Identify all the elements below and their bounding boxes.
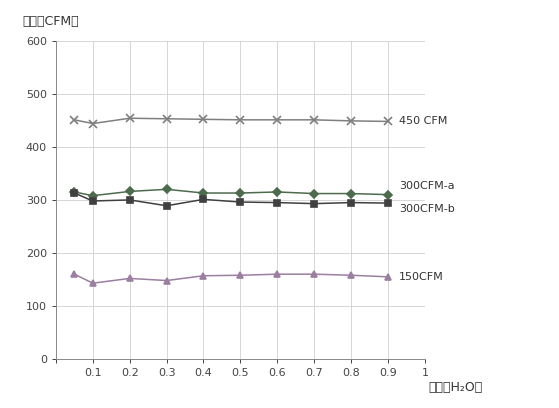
300CFM-b <box>71 191 78 195</box>
300CFM-a <box>348 191 354 196</box>
300CFM-a <box>311 191 318 196</box>
Text: 300CFM-b: 300CFM-b <box>399 204 455 214</box>
Text: 静压（H₂O）: 静压（H₂O） <box>429 381 483 394</box>
150CFM <box>200 273 207 278</box>
300CFM-b <box>348 200 354 205</box>
150CFM <box>89 281 96 286</box>
300CFM-b <box>311 201 318 206</box>
450 CFM <box>311 118 318 122</box>
150CFM <box>237 273 244 278</box>
300CFM-b <box>200 197 207 202</box>
150CFM <box>163 278 170 283</box>
Line: 150CFM: 150CFM <box>71 271 391 287</box>
300CFM-a <box>200 191 207 195</box>
300CFM-b <box>126 197 133 202</box>
Text: 150CFM: 150CFM <box>399 272 444 282</box>
450 CFM <box>385 119 391 124</box>
450 CFM <box>89 121 96 126</box>
300CFM-a <box>274 189 281 194</box>
300CFM-a <box>89 193 96 198</box>
Text: 风量（CFM）: 风量（CFM） <box>23 15 79 28</box>
Line: 450 CFM: 450 CFM <box>70 114 392 128</box>
150CFM <box>348 273 354 278</box>
150CFM <box>126 276 133 281</box>
300CFM-b <box>89 199 96 204</box>
450 CFM <box>163 116 170 121</box>
300CFM-b <box>274 200 281 205</box>
300CFM-a <box>163 187 170 192</box>
Line: 300CFM-b: 300CFM-b <box>72 190 391 208</box>
450 CFM <box>200 117 207 122</box>
450 CFM <box>71 118 78 122</box>
300CFM-a <box>385 192 391 197</box>
150CFM <box>71 272 78 277</box>
150CFM <box>274 272 281 277</box>
450 CFM <box>274 118 281 122</box>
Line: 300CFM-a: 300CFM-a <box>72 186 391 198</box>
300CFM-a <box>126 189 133 194</box>
450 CFM <box>237 118 244 122</box>
300CFM-a <box>71 189 78 194</box>
450 CFM <box>126 116 133 121</box>
150CFM <box>311 272 318 277</box>
300CFM-b <box>385 201 391 206</box>
300CFM-b <box>237 200 244 204</box>
450 CFM <box>348 118 354 123</box>
Text: 300CFM-a: 300CFM-a <box>399 182 454 191</box>
300CFM-b <box>163 203 170 208</box>
Text: 450 CFM: 450 CFM <box>399 116 447 126</box>
300CFM-a <box>237 191 244 195</box>
150CFM <box>385 274 391 279</box>
